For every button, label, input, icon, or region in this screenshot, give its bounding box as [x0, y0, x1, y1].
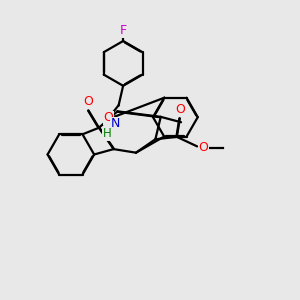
Text: F: F — [120, 24, 127, 37]
Text: H: H — [103, 127, 111, 140]
Text: N: N — [110, 117, 120, 130]
Text: O: O — [83, 95, 93, 108]
Text: O: O — [103, 111, 113, 124]
Text: O: O — [198, 141, 208, 154]
Text: O: O — [175, 103, 185, 116]
